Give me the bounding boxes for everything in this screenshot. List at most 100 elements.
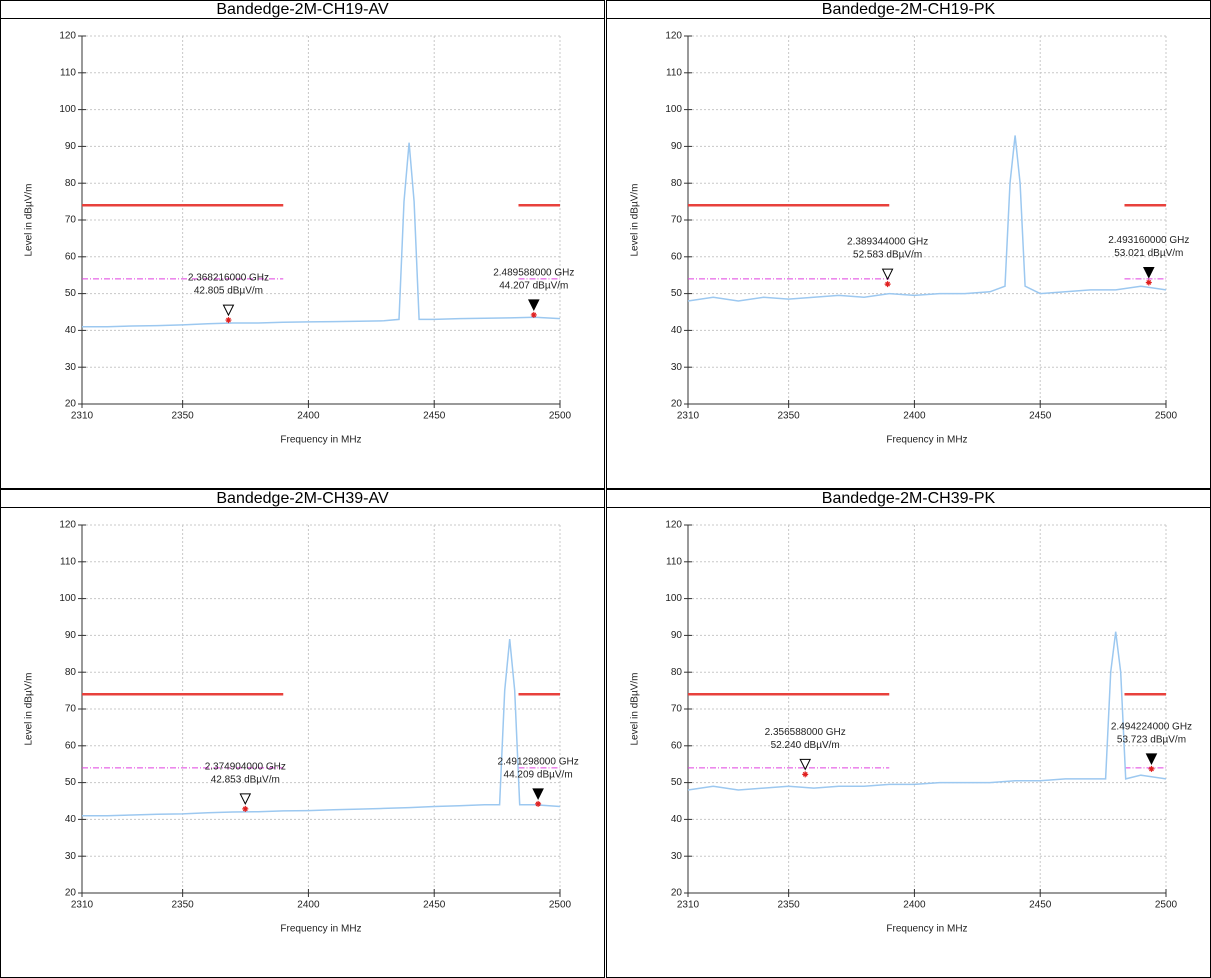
y-tick-label: 80 [671, 667, 683, 678]
y-tick-label: 90 [671, 630, 683, 641]
y-tick-label: 40 [65, 814, 77, 825]
x-tick-label: 2500 [1155, 411, 1178, 422]
x-tick-label: 2450 [1029, 900, 1052, 911]
trace [82, 142, 561, 328]
y-tick-label: 30 [65, 362, 77, 373]
x-tick-label: 2400 [297, 411, 320, 422]
y-tick-label: 50 [65, 288, 77, 299]
x-axis-label: Frequency in MHz [886, 924, 967, 935]
y-tick-label: 100 [59, 104, 76, 115]
y-tick-label: 60 [671, 740, 683, 751]
trace [82, 639, 561, 817]
chart-title: Bandedge-2M-CH19-AV [0, 0, 605, 19]
chart: 20 30 40 50 60 70 80 90 100 110 120 2310 2350 2400 245… [24, 31, 575, 446]
y-tick-label: 90 [65, 630, 77, 641]
y-axis-label: Level in dBµV/m [24, 183, 35, 256]
y-tick-label: 70 [65, 704, 77, 715]
y-tick-label: 110 [60, 556, 76, 567]
marker-freq-label: 2.491298000 GHz [498, 757, 579, 768]
y-tick-label: 80 [65, 178, 77, 189]
y-tick-label: 70 [671, 215, 683, 226]
marker-point [884, 281, 891, 288]
x-tick-label: 2400 [903, 900, 926, 911]
chart-cell: 20 30 40 50 60 70 80 90 100 110 120 2310 2350 2400 245… [0, 508, 605, 978]
marker-level-label: 42.805 dBµV/m [194, 286, 263, 297]
marker-point [530, 311, 537, 318]
x-tick-label: 2310 [677, 900, 700, 911]
y-axis-label: Level in dBµV/m [24, 672, 35, 745]
marker-point [225, 317, 232, 324]
x-tick-label: 2310 [71, 411, 94, 422]
chart: 20 30 40 50 60 70 80 90 100 110 120 2310 2350 2400 245… [630, 31, 1190, 446]
y-tick-label: 60 [671, 251, 683, 262]
y-tick-label: 80 [65, 667, 77, 678]
x-tick-label: 2350 [778, 411, 801, 422]
marker-freq-label: 2.489588000 GHz [493, 268, 574, 279]
marker-level-label: 53.723 dBµV/m [1117, 735, 1186, 746]
marker-freq-label: 2.368216000 GHz [188, 273, 269, 284]
x-axis-label: Frequency in MHz [280, 435, 361, 446]
chart-title: Bandedge-2M-CH39-PK [606, 489, 1211, 508]
trace [687, 135, 1167, 302]
marker-triangle [239, 793, 252, 806]
marker-freq-label: 2.356588000 GHz [765, 727, 846, 738]
y-tick-label: 20 [65, 399, 77, 410]
y-tick-label: 50 [671, 777, 683, 788]
y-tick-label: 60 [65, 740, 77, 751]
x-axis-label: Frequency in MHz [886, 435, 967, 446]
marker-freq-label: 2.389344000 GHz [847, 237, 928, 248]
marker-freq-label: 2.493160000 GHz [1108, 235, 1189, 246]
x-tick-label: 2450 [1029, 411, 1052, 422]
y-tick-label: 80 [671, 178, 683, 189]
y-tick-label: 30 [671, 851, 683, 862]
marker-point [802, 771, 809, 778]
marker-point [242, 805, 249, 812]
x-tick-label: 2500 [549, 900, 572, 911]
y-tick-label: 50 [65, 777, 77, 788]
chart-title: Bandedge-2M-CH19-PK [606, 0, 1211, 19]
marker-level-label: 52.240 dBµV/m [771, 740, 840, 751]
y-tick-label: 120 [665, 520, 682, 531]
marker-level-label: 44.209 dBµV/m [504, 770, 573, 781]
y-axis-label: Level in dBµV/m [630, 672, 641, 745]
marker-level-label: 52.583 dBµV/m [853, 250, 922, 261]
marker-triangle [222, 304, 235, 317]
y-tick-label: 90 [65, 141, 77, 152]
y-tick-label: 100 [665, 104, 682, 115]
y-tick-label: 20 [671, 399, 683, 410]
marker-freq-label: 2.374904000 GHz [205, 762, 286, 773]
y-tick-label: 60 [65, 251, 77, 262]
x-tick-label: 2400 [297, 900, 320, 911]
y-tick-label: 70 [65, 215, 77, 226]
y-tick-label: 20 [65, 888, 77, 899]
y-tick-label: 110 [666, 556, 682, 567]
x-tick-label: 2500 [1155, 900, 1178, 911]
x-tick-label: 2450 [423, 411, 446, 422]
y-tick-label: 40 [671, 814, 683, 825]
x-tick-label: 2310 [677, 411, 700, 422]
marker-point [535, 800, 542, 807]
x-tick-label: 2350 [778, 900, 801, 911]
y-tick-label: 120 [59, 520, 76, 531]
y-tick-label: 120 [665, 31, 682, 42]
marker-level-label: 42.853 dBµV/m [211, 775, 280, 786]
y-tick-label: 40 [65, 325, 77, 336]
y-tick-label: 50 [671, 288, 683, 299]
x-tick-label: 2350 [172, 900, 195, 911]
chart-cell: 20 30 40 50 60 70 80 90 100 110 120 2310 2350 2400 245… [0, 19, 605, 489]
y-tick-label: 70 [671, 704, 683, 715]
y-tick-label: 90 [671, 141, 683, 152]
x-tick-label: 2310 [71, 900, 94, 911]
marker-level-label: 53.021 dBµV/m [1114, 248, 1183, 259]
chart-cell: 20 30 40 50 60 70 80 90 100 110 120 2310 2350 2400 245… [606, 508, 1211, 978]
chart: 20 30 40 50 60 70 80 90 100 110 120 2310 2350 2400 245… [630, 520, 1192, 935]
chart: 20 30 40 50 60 70 80 90 100 110 120 2310 2350 2400 245… [24, 520, 579, 935]
marker-freq-label: 2.494224000 GHz [1111, 722, 1192, 733]
y-tick-label: 30 [65, 851, 77, 862]
marker-point [1148, 765, 1155, 772]
x-tick-label: 2350 [172, 411, 195, 422]
marker-level-label: 44.207 dBµV/m [499, 281, 568, 292]
y-tick-label: 110 [60, 67, 76, 78]
y-tick-label: 110 [666, 67, 682, 78]
